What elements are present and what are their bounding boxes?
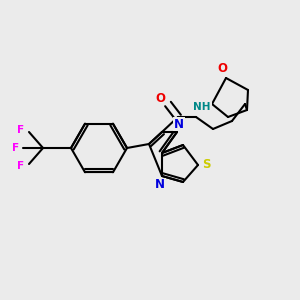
Text: F: F bbox=[17, 161, 25, 171]
Text: N: N bbox=[155, 178, 165, 191]
Text: O: O bbox=[217, 61, 227, 74]
Text: NH: NH bbox=[193, 102, 211, 112]
Text: S: S bbox=[202, 158, 210, 172]
Text: O: O bbox=[155, 92, 165, 104]
Text: N: N bbox=[174, 118, 184, 130]
Text: F: F bbox=[17, 125, 25, 135]
Text: F: F bbox=[12, 143, 20, 153]
